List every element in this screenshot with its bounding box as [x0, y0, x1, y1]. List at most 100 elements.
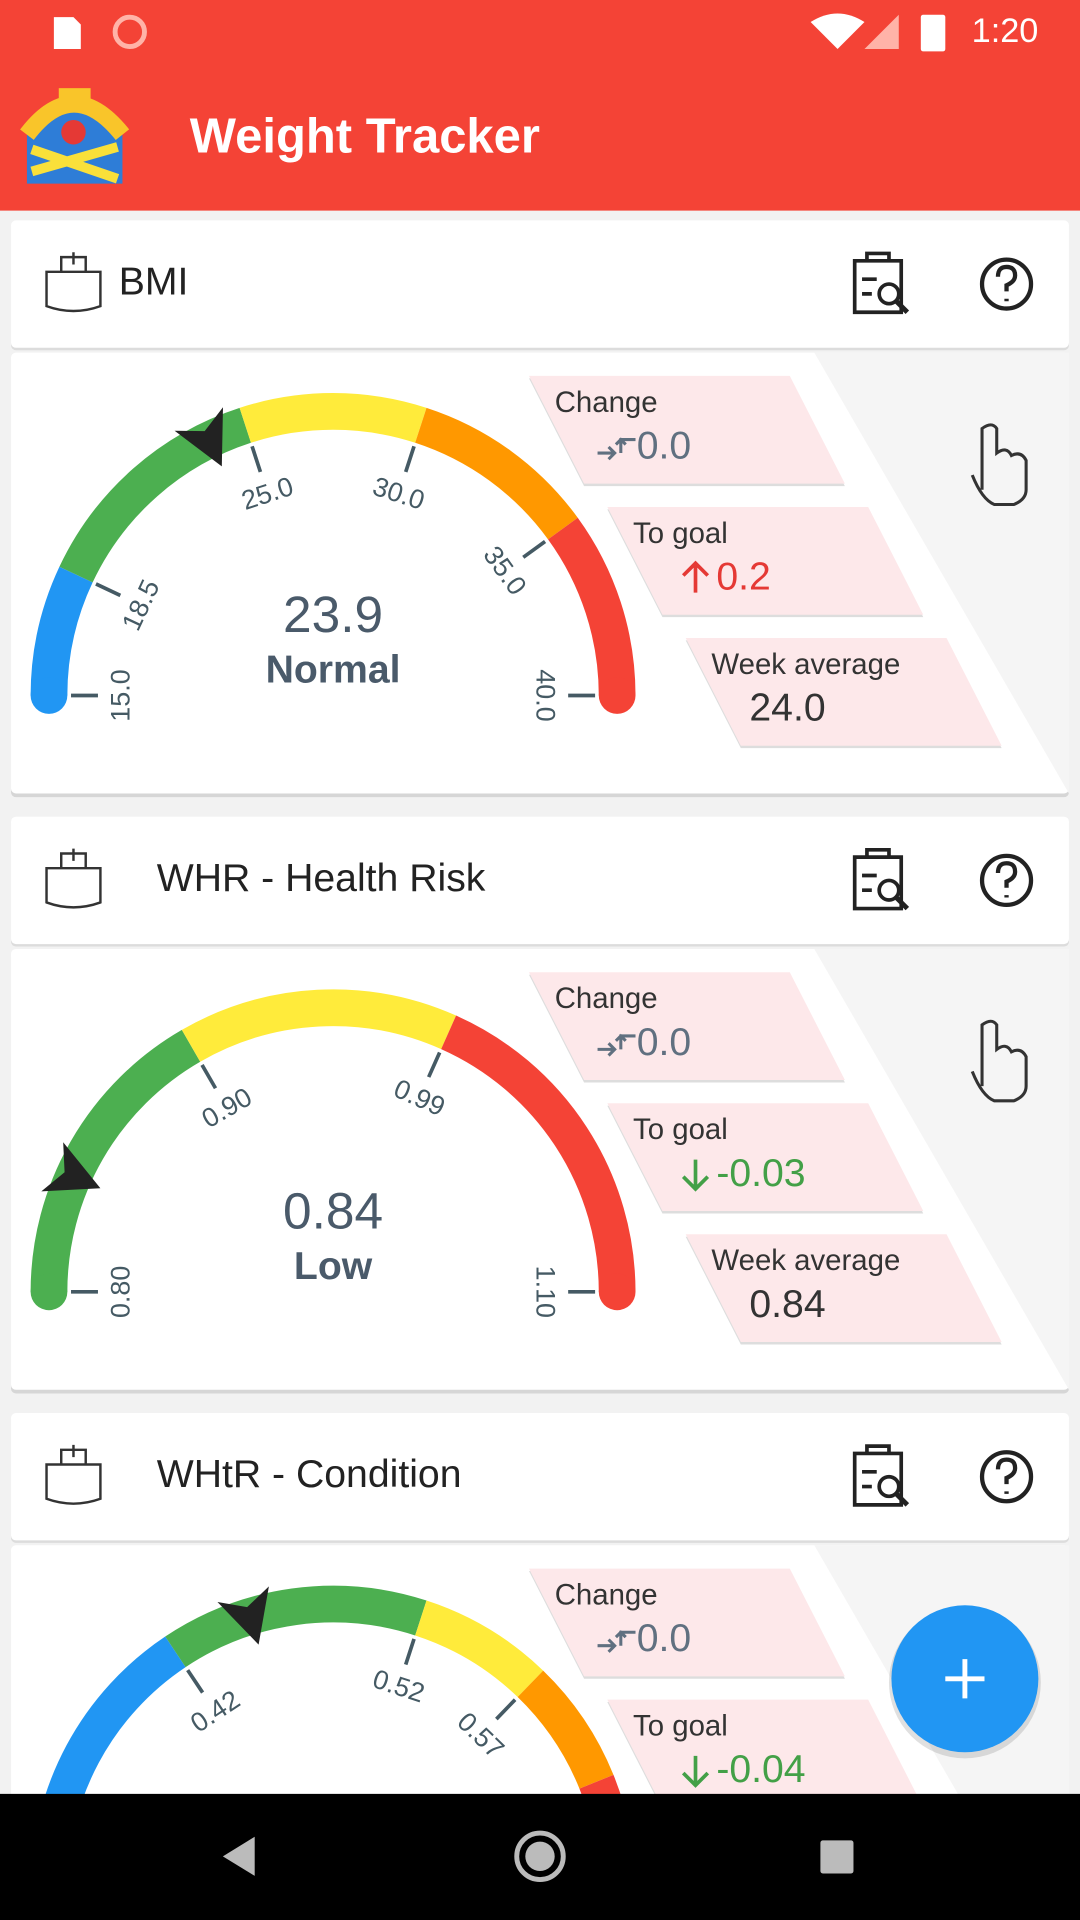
- gauge-tick: [427, 1051, 442, 1078]
- status-icons: [53, 13, 946, 52]
- gauge-pointer: [217, 1586, 269, 1645]
- gauge-pointer: [174, 407, 223, 467]
- card-icon: [45, 848, 102, 909]
- sd-icon: [53, 17, 81, 49]
- gauge-cap: [30, 677, 68, 714]
- card-header: [11, 220, 1069, 348]
- gauge-tick-label: 1.10: [531, 1266, 561, 1318]
- history-button[interactable]: [852, 251, 904, 315]
- gauge-segment: [441, 1015, 636, 1292]
- stat-box: [528, 972, 845, 1080]
- gauge-tick: [95, 582, 122, 598]
- nav-home-ring[interactable]: [514, 1830, 566, 1883]
- stat-label: Change: [555, 1579, 658, 1612]
- gauge-tick: [403, 445, 416, 473]
- change-icon: [597, 1630, 636, 1653]
- gauge-tick: [250, 445, 263, 473]
- nav-home[interactable]: [525, 1841, 555, 1872]
- help-button[interactable]: [979, 1450, 1034, 1504]
- gauge-segment: [414, 407, 578, 540]
- history-lens: [877, 1474, 901, 1499]
- stat-value: 0.84: [749, 1283, 825, 1326]
- stat-value: -0.03: [716, 1152, 805, 1195]
- goal-arrow: [681, 560, 710, 593]
- gauge-category: Normal: [266, 649, 401, 692]
- gauge-tick-label: 40.0: [531, 669, 561, 721]
- help-mark: [995, 861, 1018, 898]
- gauge-category: Low: [294, 1245, 373, 1288]
- gauge-cap: [598, 1273, 636, 1311]
- app-bar: [0, 0, 1080, 211]
- gauge-tick-label: 0.80: [106, 1266, 136, 1318]
- change-icon: [597, 1033, 636, 1057]
- fab-plus: [945, 1659, 985, 1699]
- gauge-segment: [239, 393, 427, 443]
- change-icon: [597, 437, 636, 461]
- stat-label: Week average: [711, 648, 900, 681]
- card-side-panel: [814, 352, 1069, 794]
- history-button[interactable]: [852, 847, 904, 911]
- stat-label: To goal: [633, 1113, 728, 1146]
- stat-box: [528, 375, 845, 484]
- fab[interactable]: [888, 1605, 1041, 1759]
- card-header: [11, 1413, 1069, 1541]
- app-icon: [20, 88, 130, 184]
- gauge-segment: [517, 1670, 614, 1789]
- stat-value: -0.04: [716, 1748, 805, 1791]
- gauge-segment: [181, 989, 457, 1062]
- gauge-cap: [598, 677, 636, 714]
- gauge-pointer: [41, 1142, 101, 1192]
- nav-recents[interactable]: [820, 1840, 854, 1874]
- card-header: [11, 816, 1069, 945]
- card-title: BMI: [119, 260, 189, 303]
- stat-label: Change: [555, 386, 658, 419]
- nav-back[interactable]: [222, 1836, 255, 1876]
- gauge-segment: [414, 1600, 544, 1698]
- stat-value: 0.0: [637, 1617, 691, 1660]
- history-lens: [877, 282, 901, 306]
- gauge-segment: [30, 1029, 201, 1292]
- history-handle: [894, 299, 910, 314]
- history-handle: [894, 895, 910, 911]
- app-icon-tape: [30, 142, 120, 184]
- stat-box: [607, 1103, 924, 1212]
- stat-label: Week average: [711, 1244, 900, 1277]
- app-icon-top: [58, 88, 91, 106]
- stat-label: To goal: [633, 1710, 728, 1743]
- gauge-tick: [522, 540, 547, 559]
- card-icon: [45, 1444, 102, 1505]
- stat-box: [685, 1234, 1002, 1343]
- stat-box: [607, 1699, 924, 1808]
- history-handle: [894, 1492, 910, 1507]
- app-title: Weight Tracker: [190, 110, 540, 164]
- stat-value: 0.0: [637, 425, 691, 468]
- wifi-icon: [810, 13, 865, 49]
- history-lens: [877, 878, 901, 902]
- stat-box: [685, 637, 1002, 746]
- battery-icon: [920, 14, 946, 52]
- help-button[interactable]: [979, 853, 1034, 908]
- stat-box: [528, 1568, 845, 1677]
- stat-label: Change: [555, 982, 658, 1015]
- history-button[interactable]: [852, 1444, 904, 1507]
- gauge-value: 23.9: [283, 585, 383, 643]
- gauge-tick: [403, 1638, 416, 1666]
- gauge-tick-label: 15.0: [106, 669, 136, 721]
- goal-arrow: [681, 1755, 710, 1788]
- stat-value: 24.0: [749, 687, 825, 730]
- status-time: 1:20: [972, 12, 1039, 50]
- gauge-tick: [200, 1063, 218, 1090]
- help-mark: [995, 1457, 1018, 1494]
- stat-label: To goal: [633, 517, 728, 550]
- card-title: WHtR - Condition: [157, 1453, 462, 1496]
- stat-box: [607, 506, 924, 615]
- swipe-hint-icon: [970, 423, 1028, 507]
- gauge-segment: [547, 517, 636, 696]
- gauge-cap: [30, 1273, 68, 1311]
- help-button[interactable]: [979, 257, 1034, 311]
- swipe-hint-icon: [970, 1019, 1028, 1103]
